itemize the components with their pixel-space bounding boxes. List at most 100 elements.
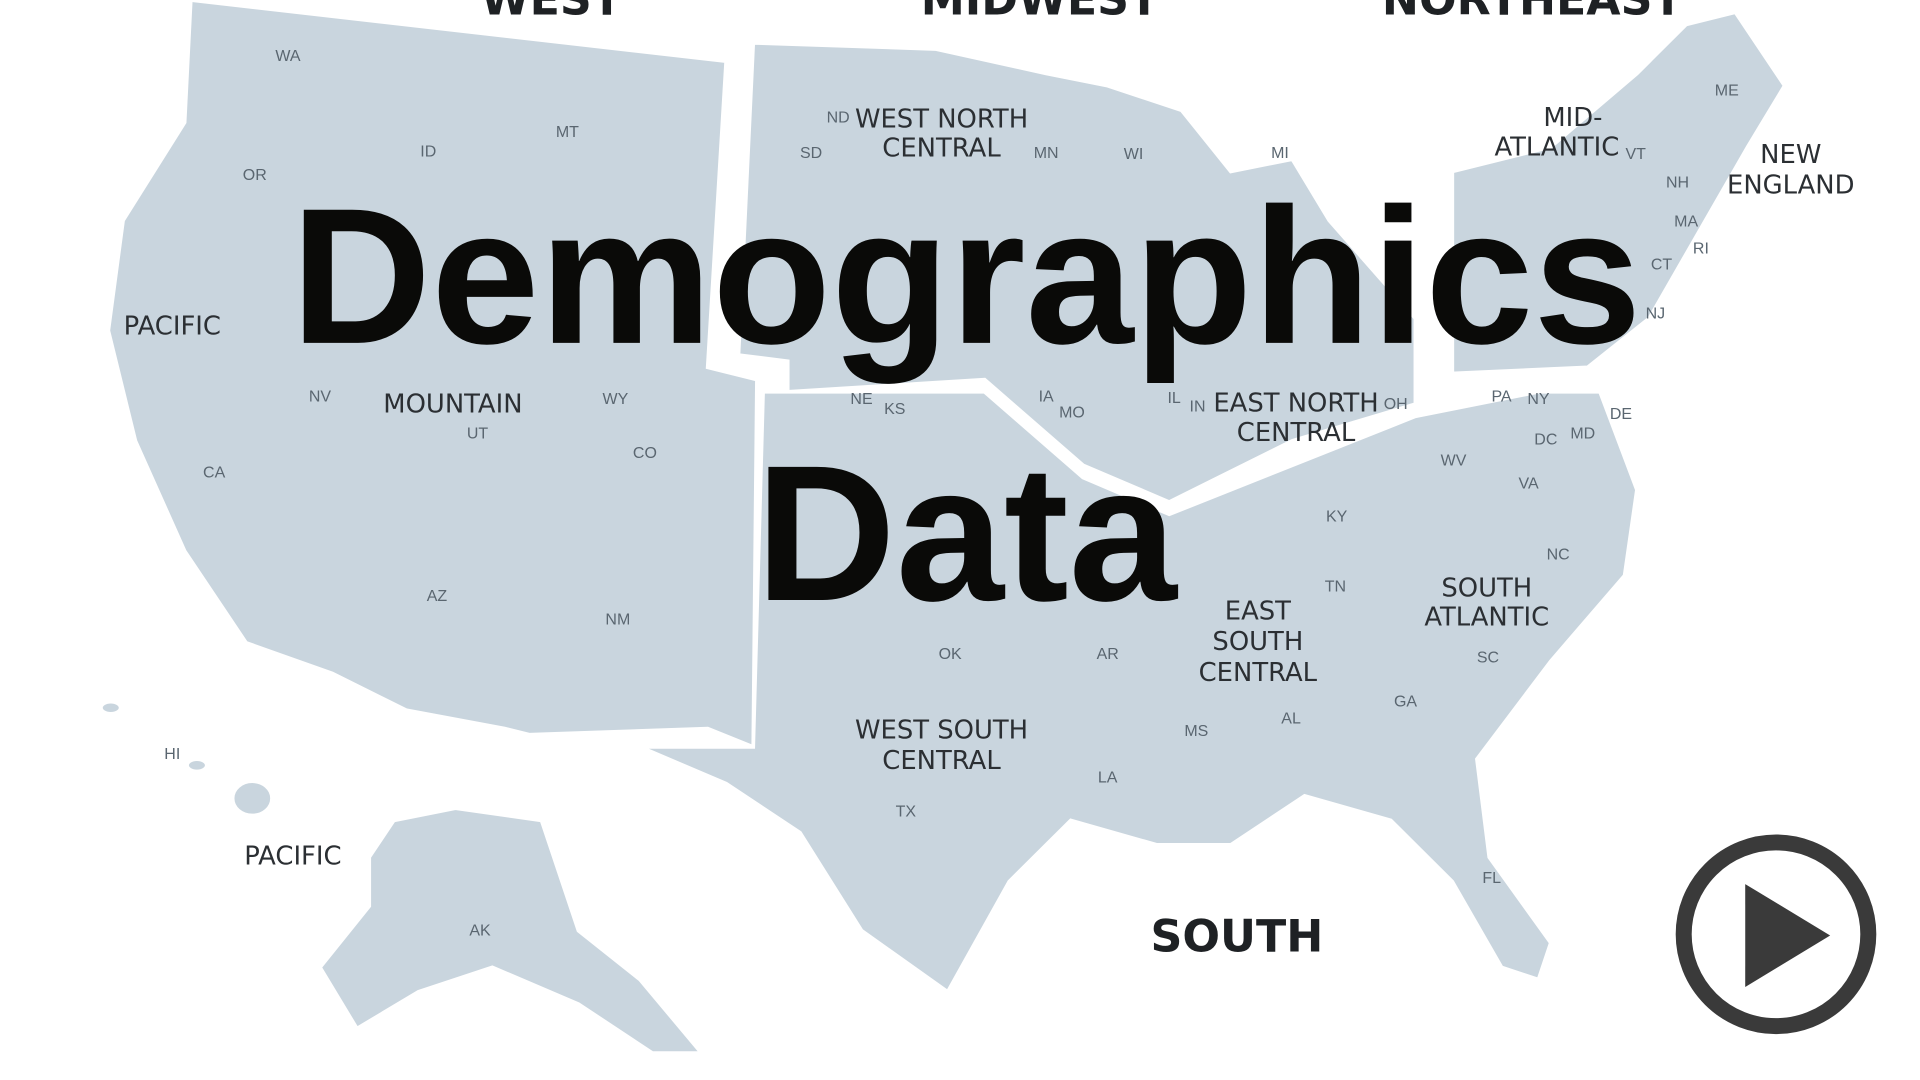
state-label-la: LA bbox=[1098, 769, 1118, 786]
state-label-sc: SC bbox=[1477, 649, 1499, 666]
division-pacific-alaska: PACIFIC bbox=[244, 842, 341, 872]
state-de: DE bbox=[1610, 406, 1632, 423]
state-label-fl: FL bbox=[1482, 870, 1501, 887]
state-tx: TX bbox=[896, 804, 917, 821]
division-mountain-label: MOUNTAIN bbox=[383, 390, 522, 420]
region-northeast bbox=[1450, 10, 1787, 376]
state-label-nm: NM bbox=[605, 612, 630, 629]
state-mn: MN bbox=[1034, 145, 1059, 162]
state-wa: WA bbox=[275, 48, 301, 65]
state-nc: NC bbox=[1547, 547, 1570, 564]
division-mountain: MOUNTAIN bbox=[383, 390, 522, 420]
state-nd: ND bbox=[827, 109, 850, 126]
division-enc-line: CENTRAL bbox=[1237, 418, 1356, 448]
state-label-il: IL bbox=[1167, 390, 1180, 407]
state-nj: NJ bbox=[1646, 305, 1666, 322]
division-pacific-label: PACIFIC bbox=[124, 311, 221, 341]
state-label-mo: MO bbox=[1059, 405, 1085, 422]
title: Demographics Data bbox=[291, 168, 1642, 642]
state-or: OR bbox=[243, 167, 267, 184]
state-ut: UT bbox=[467, 425, 489, 442]
state-label-ok: OK bbox=[939, 646, 962, 663]
state-ar: AR bbox=[1097, 646, 1119, 663]
state-tn: TN bbox=[1325, 578, 1346, 595]
state-label-oh: OH bbox=[1384, 396, 1408, 413]
state-label-nh: NH bbox=[1666, 174, 1689, 191]
state-label-me: ME bbox=[1715, 83, 1739, 100]
state-id: ID bbox=[420, 144, 436, 161]
title-line-2: Data bbox=[755, 425, 1179, 641]
state-label-wa: WA bbox=[275, 48, 301, 65]
division-esc-line: EAST bbox=[1225, 597, 1291, 627]
division-wsc-line: WEST SOUTH bbox=[855, 715, 1028, 745]
us-map bbox=[99, 0, 1787, 1055]
division-south-atlantic: SOUTH ATLANTIC bbox=[1424, 573, 1549, 632]
division-enc-line: EAST NORTH bbox=[1213, 388, 1378, 418]
state-ia: IA bbox=[1039, 389, 1054, 406]
state-ny: NY bbox=[1527, 391, 1550, 408]
state-ri: RI bbox=[1693, 241, 1709, 258]
state-label-pa: PA bbox=[1491, 389, 1511, 406]
division-mid-atlantic-line: MID- bbox=[1543, 103, 1602, 133]
state-mt: MT bbox=[556, 124, 579, 141]
state-label-wy: WY bbox=[603, 391, 629, 408]
state-label-vt: VT bbox=[1625, 146, 1646, 163]
state-dc: DC bbox=[1534, 432, 1557, 449]
state-ca: CA bbox=[203, 465, 226, 482]
state-label-tx: TX bbox=[896, 804, 917, 821]
state-ok: OK bbox=[939, 646, 962, 663]
play-button[interactable] bbox=[1675, 834, 1877, 1035]
state-label-va: VA bbox=[1519, 476, 1539, 493]
region-west bbox=[106, 0, 759, 750]
state-label-or: OR bbox=[243, 167, 267, 184]
state-in: IN bbox=[1190, 398, 1206, 415]
division-new-england-line: NEW bbox=[1760, 140, 1821, 170]
state-ky: KY bbox=[1326, 509, 1348, 526]
state-label-ut: UT bbox=[467, 425, 489, 442]
state-mo: MO bbox=[1059, 405, 1085, 422]
division-labels: PACIFIC PACIFIC MOUNTAIN WEST NORTH CENT… bbox=[124, 103, 1855, 871]
state-ak: AK bbox=[469, 923, 491, 940]
state-pa: PA bbox=[1491, 389, 1511, 406]
state-label-al: AL bbox=[1281, 711, 1301, 728]
state-la: LA bbox=[1098, 769, 1118, 786]
state-label-wv: WV bbox=[1441, 452, 1467, 469]
division-south-atlantic-line: SOUTH bbox=[1441, 573, 1532, 603]
state-label-mt: MT bbox=[556, 124, 579, 141]
state-label-ny: NY bbox=[1527, 391, 1550, 408]
division-esc-line: SOUTH bbox=[1212, 627, 1303, 657]
division-new-england: NEW ENGLAND bbox=[1727, 140, 1855, 201]
state-ms: MS bbox=[1184, 723, 1208, 740]
state-label-ca: CA bbox=[203, 465, 226, 482]
state-label-ga: GA bbox=[1394, 694, 1417, 711]
state-fl: FL bbox=[1482, 870, 1501, 887]
state-label-dc: DC bbox=[1534, 432, 1557, 449]
division-wnc-line: CENTRAL bbox=[882, 134, 1001, 164]
hawaii bbox=[99, 699, 123, 716]
state-label-ia: IA bbox=[1039, 389, 1054, 406]
state-label-in: IN bbox=[1190, 398, 1206, 415]
play-icon[interactable] bbox=[1745, 884, 1831, 987]
region-label-south: SOUTH bbox=[1150, 912, 1323, 963]
division-esc: EAST SOUTH CENTRAL bbox=[1199, 597, 1318, 688]
region-labels: WEST MIDWEST NORTHEAST SOUTH bbox=[481, 0, 1683, 962]
state-label-ks: KS bbox=[884, 401, 905, 418]
division-south-atlantic-line: ATLANTIC bbox=[1424, 603, 1549, 633]
state-nm: NM bbox=[605, 612, 630, 629]
state-wv: WV bbox=[1441, 452, 1467, 469]
state-hi: HI bbox=[164, 746, 180, 763]
region-label-midwest: MIDWEST bbox=[921, 0, 1160, 26]
division-new-england-line: ENGLAND bbox=[1727, 171, 1855, 201]
state-co: CO bbox=[633, 445, 657, 462]
state-ma: MA bbox=[1674, 214, 1698, 231]
region-south bbox=[639, 390, 1639, 995]
state-label-ms: MS bbox=[1184, 723, 1208, 740]
state-il: IL bbox=[1167, 390, 1180, 407]
division-enc: EAST NORTH CENTRAL bbox=[1213, 388, 1378, 447]
state-az: AZ bbox=[427, 588, 448, 605]
state-label-mi: MI bbox=[1271, 145, 1289, 162]
division-wnc: WEST NORTH CENTRAL bbox=[855, 104, 1028, 163]
state-sd: SD bbox=[800, 145, 822, 162]
division-pacific-alaska-label: PACIFIC bbox=[244, 842, 341, 872]
